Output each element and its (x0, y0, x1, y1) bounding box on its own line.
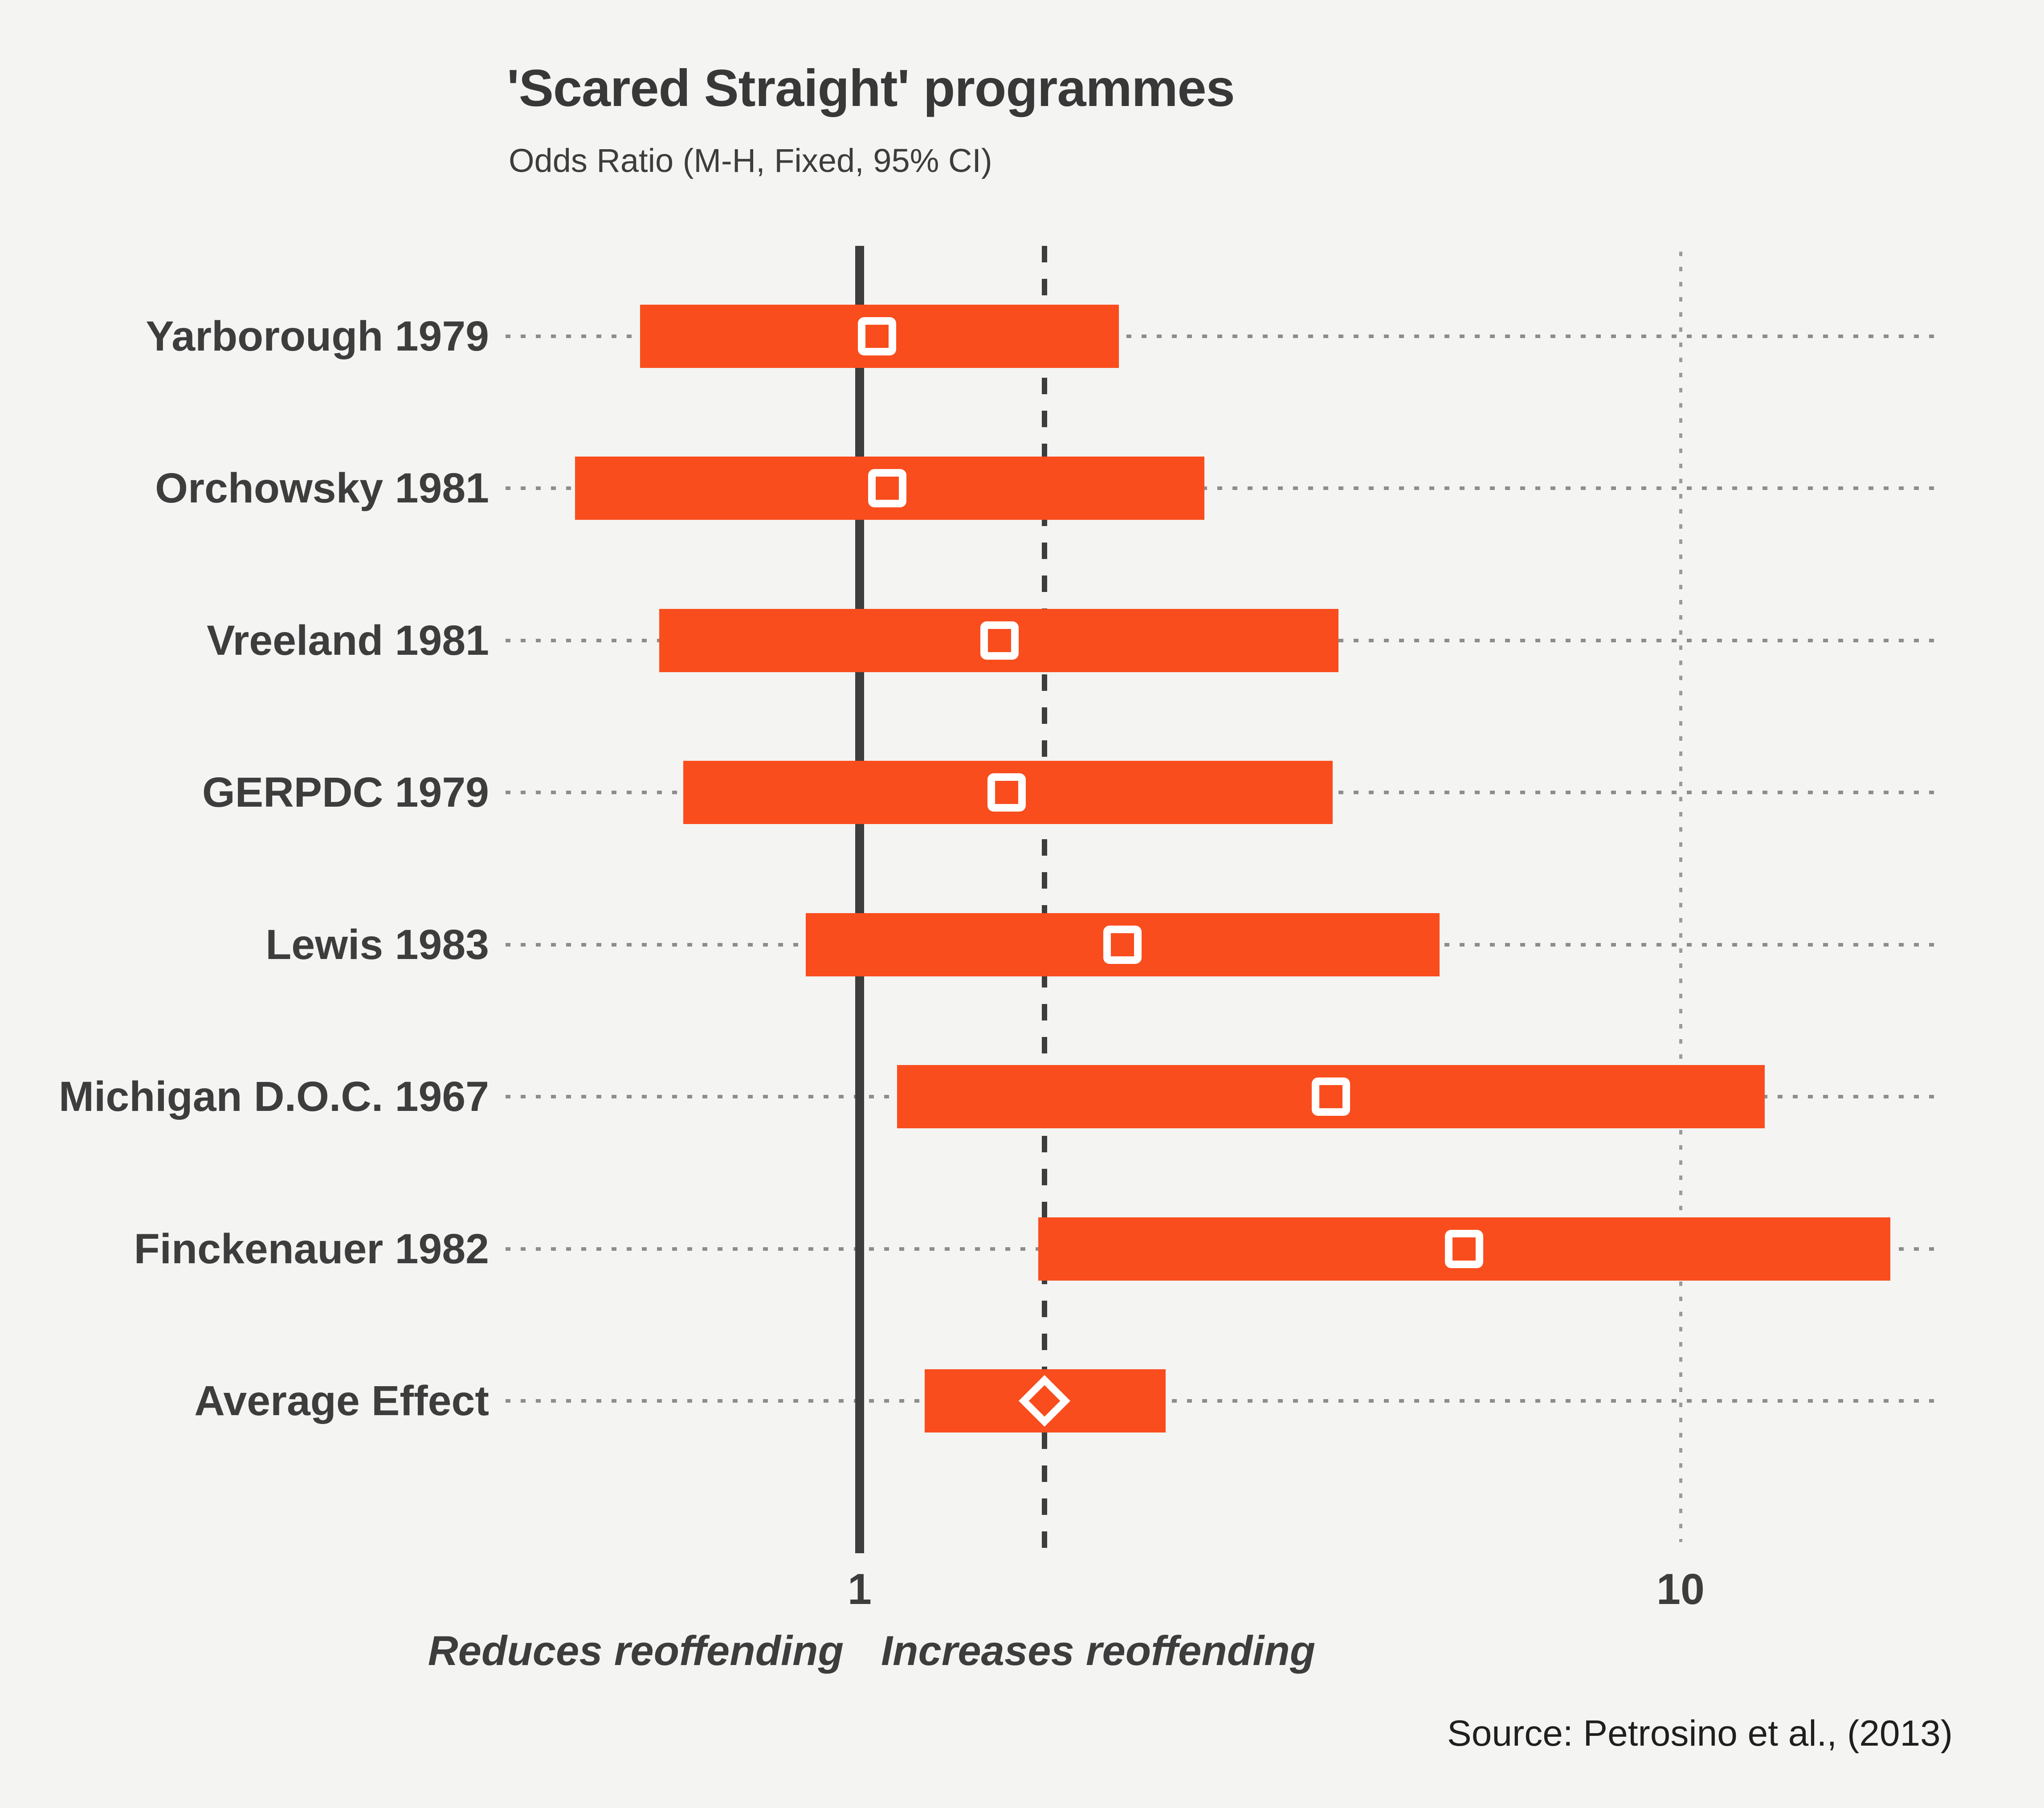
study-label-michigan-d-o-c-1967: Michigan D.O.C. 1967 (58, 1073, 489, 1121)
axis-annotation-reduces-reoffending: Reduces reoffending (428, 1627, 844, 1674)
chart-subtitle: Odds Ratio (M-H, Fixed, 95% CI) (509, 142, 992, 179)
gridline-or-10 (1679, 252, 1682, 1542)
point-estimate-marker (980, 621, 1019, 660)
row-leader-line (506, 335, 1938, 338)
row-leader-line (506, 486, 1938, 490)
point-estimate-marker (868, 469, 906, 508)
ci-bar-yarborough-1979 (640, 305, 1119, 368)
point-estimate-marker (1445, 1229, 1484, 1268)
study-label-lewis-1983: Lewis 1983 (265, 921, 489, 968)
study-label-orchowsky-1981: Orchowsky 1981 (155, 465, 489, 512)
row-leader-line (506, 1399, 1938, 1403)
point-estimate-marker (987, 773, 1026, 812)
source-credit: Source: Petrosino et al., (2013) (1447, 1713, 1953, 1754)
ci-bar-finckenauer-1982 (1038, 1217, 1890, 1281)
study-label-average-effect: Average Effect (194, 1377, 489, 1424)
x-axis-tick-1: 1 (848, 1565, 872, 1613)
ci-bar-lewis-1983 (806, 913, 1440, 976)
study-label-vreeland-1981: Vreeland 1981 (207, 616, 489, 664)
study-label-finckenauer-1982: Finckenauer 1982 (134, 1225, 489, 1273)
point-estimate-marker (1311, 1077, 1350, 1116)
ci-bar-michigan-d-o-c-1967 (897, 1065, 1765, 1129)
study-label-gerpdc-1979: GERPDC 1979 (202, 769, 489, 816)
ci-bar-average-effect (924, 1369, 1166, 1433)
point-estimate-marker (1103, 925, 1142, 964)
point-estimate-marker (858, 317, 897, 355)
chart-title: 'Scared Straight' programmes (507, 59, 1235, 117)
average-effect-dashed-line (1042, 246, 1048, 1553)
axis-annotation-increases-reoffending: Increases reoffending (881, 1627, 1316, 1674)
ci-bar-orchowsky-1981 (575, 457, 1204, 520)
ci-bar-gerpdc-1979 (683, 761, 1333, 824)
ci-bar-vreeland-1981 (659, 608, 1338, 672)
reference-line-or-1 (855, 246, 864, 1553)
study-label-yarborough-1979: Yarborough 1979 (146, 313, 489, 360)
x-axis-tick-10: 10 (1656, 1565, 1705, 1613)
